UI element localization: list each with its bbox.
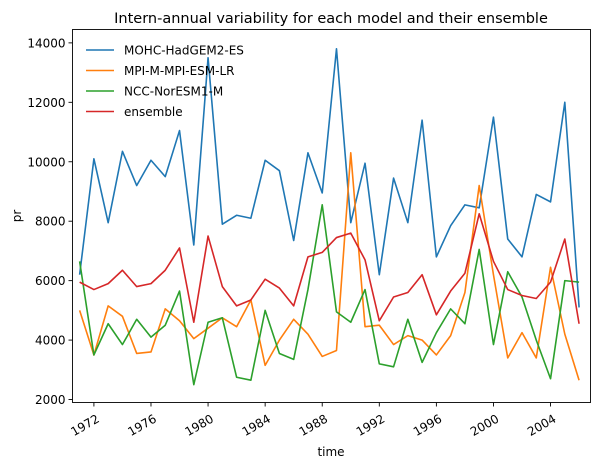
x-tick-label: 1988 bbox=[297, 412, 330, 439]
legend: MOHC-HadGEM2-ES MPI-M-MPI-ESM-LR NCC-NorES… bbox=[86, 44, 244, 119]
legend-label: MPI-M-MPI-ESM-LR bbox=[124, 64, 235, 78]
x-tick-label: 2000 bbox=[468, 412, 501, 439]
legend-label: MOHC-HadGEM2-ES bbox=[124, 44, 244, 58]
y-tick-label: 2000 bbox=[35, 393, 66, 407]
series-line-2 bbox=[78, 204, 580, 386]
x-tick-label: 1984 bbox=[240, 412, 273, 439]
x-tick-label: 1976 bbox=[125, 412, 158, 439]
y-tick-label: 8000 bbox=[35, 215, 66, 229]
x-axis: 1972 1976 1980 1984 1988 1992 1996 2000 2004 bbox=[68, 402, 558, 439]
x-axis-label: time bbox=[317, 445, 344, 459]
y-tick-label: 12000 bbox=[27, 96, 65, 110]
legend-label: NCC-NorESM1-M bbox=[124, 85, 223, 99]
x-tick-label: 1992 bbox=[354, 412, 387, 439]
y-tick-label: 4000 bbox=[35, 334, 66, 348]
legend-label: ensemble bbox=[124, 105, 183, 119]
series-layer bbox=[78, 48, 580, 386]
x-tick-label: 1996 bbox=[411, 412, 444, 439]
y-tick-label: 6000 bbox=[35, 274, 66, 288]
series-line-0 bbox=[78, 48, 580, 308]
chart-title: Intern-annual variability for each model… bbox=[114, 11, 548, 27]
series-line-3 bbox=[79, 212, 580, 324]
y-tick-label: 10000 bbox=[27, 155, 65, 169]
x-tick-label: 1972 bbox=[68, 412, 101, 439]
x-tick-label: 2004 bbox=[525, 412, 558, 439]
y-axis: 2000 4000 6000 8000 10000 12000 14000 bbox=[27, 36, 73, 407]
series-line-1 bbox=[78, 152, 580, 381]
x-tick-label: 1980 bbox=[183, 412, 216, 439]
y-axis-label: pr bbox=[10, 210, 24, 223]
y-tick-label: 14000 bbox=[27, 36, 65, 50]
